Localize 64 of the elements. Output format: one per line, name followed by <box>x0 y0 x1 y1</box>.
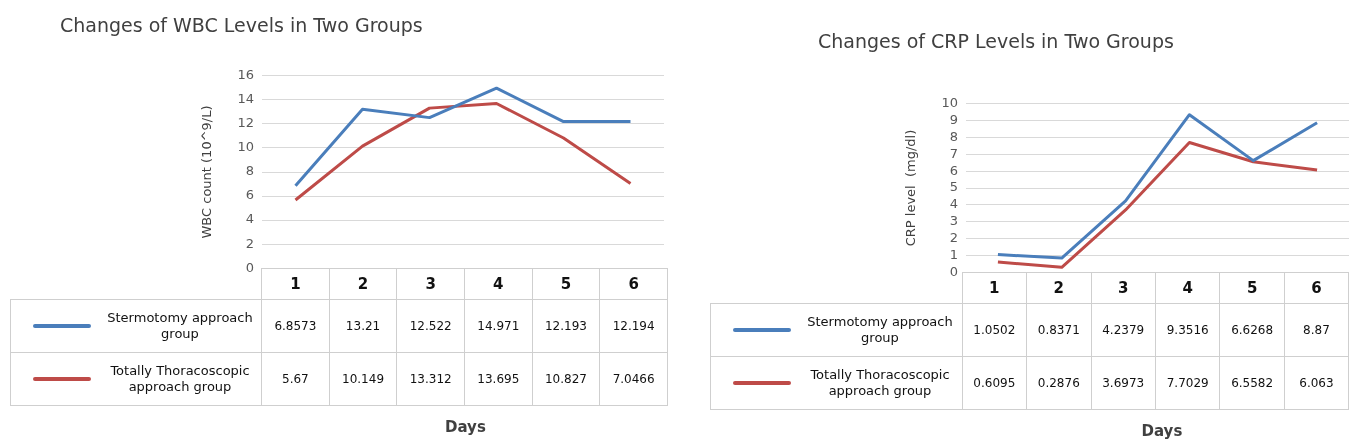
legend-label: Stermotomy approach group <box>806 314 954 346</box>
y-tick-label: 3 <box>949 213 958 229</box>
data-label: 12.194 <box>599 299 668 353</box>
x-tick-label: 6 <box>1284 272 1349 304</box>
data-label: 6.063 <box>1284 356 1349 410</box>
data-label: 8.87 <box>1284 303 1349 357</box>
y-tick-label: 2 <box>949 229 958 245</box>
data-label: 0.6095 <box>962 356 1027 410</box>
data-label: 1.0502 <box>962 303 1027 357</box>
x-tick-label: 2 <box>1026 272 1092 304</box>
x-tick-label: 6 <box>599 268 668 300</box>
data-label: 10.827 <box>532 352 600 406</box>
y-tick-label: 12 <box>237 115 254 131</box>
data-label: 12.193 <box>532 299 600 353</box>
legend-label: Totally Thoracoscopic approach group <box>109 363 251 395</box>
y-tick-label: 0 <box>949 263 958 279</box>
y-tick-label: 8 <box>949 128 958 144</box>
x-tick-label: 4 <box>464 268 533 300</box>
data-label: 13.312 <box>396 352 465 406</box>
x-axis-title: Days <box>445 418 486 436</box>
legend-label: Totally Thoracoscopic approach group <box>809 367 951 399</box>
data-label: 13.695 <box>464 352 533 406</box>
chart-title: Changes of CRP Levels in Two Groups <box>818 30 1174 52</box>
y-tick-label: 5 <box>949 179 958 195</box>
data-label: 7.0466 <box>599 352 668 406</box>
y-tick-label: 1 <box>949 246 958 262</box>
y-tick-label: 8 <box>245 163 254 179</box>
y-tick-label: 10 <box>237 139 254 155</box>
legend-label: Stermotomy approach group <box>106 310 254 342</box>
data-label: 6.5582 <box>1219 356 1285 410</box>
data-label: 3.6973 <box>1091 356 1156 410</box>
x-tick-label: 5 <box>532 268 600 300</box>
data-label: 13.21 <box>329 299 397 353</box>
y-tick-label: 0 <box>245 259 254 275</box>
x-axis-title: Days <box>1141 422 1183 440</box>
y-tick-label: 4 <box>245 211 254 227</box>
y-axis-title: CRP level (mg/dl) <box>903 129 919 247</box>
x-tick-label: 2 <box>329 268 397 300</box>
data-label: 0.8371 <box>1026 303 1092 357</box>
data-label: 12.522 <box>396 299 465 353</box>
y-tick-label: 6 <box>245 187 254 203</box>
y-tick-label: 7 <box>949 145 958 161</box>
y-tick-label: 4 <box>949 196 958 212</box>
chart-title: Changes of WBC Levels in Two Groups <box>60 14 423 36</box>
x-tick-label: 5 <box>1219 272 1285 304</box>
data-label: 4.2379 <box>1091 303 1156 357</box>
x-tick-label: 4 <box>1155 272 1220 304</box>
y-tick-label: 6 <box>949 162 958 178</box>
data-label: 7.7029 <box>1155 356 1220 410</box>
data-label: 9.3516 <box>1155 303 1220 357</box>
y-tick-label: 14 <box>237 91 254 107</box>
y-tick-label: 10 <box>941 95 958 111</box>
y-axis-title: WBC count (10^9/L) <box>199 105 215 239</box>
y-tick-label: 2 <box>245 235 254 251</box>
data-label: 14.971 <box>464 299 533 353</box>
data-label: 10.149 <box>329 352 397 406</box>
x-tick-label: 3 <box>1091 272 1156 304</box>
y-tick-label: 16 <box>237 67 254 83</box>
y-tick-label: 9 <box>949 112 958 128</box>
data-label: 6.6268 <box>1219 303 1285 357</box>
data-label: 0.2876 <box>1026 356 1092 410</box>
data-label: 6.8573 <box>261 299 330 353</box>
data-label: 5.67 <box>261 352 330 406</box>
x-tick-label: 3 <box>396 268 465 300</box>
